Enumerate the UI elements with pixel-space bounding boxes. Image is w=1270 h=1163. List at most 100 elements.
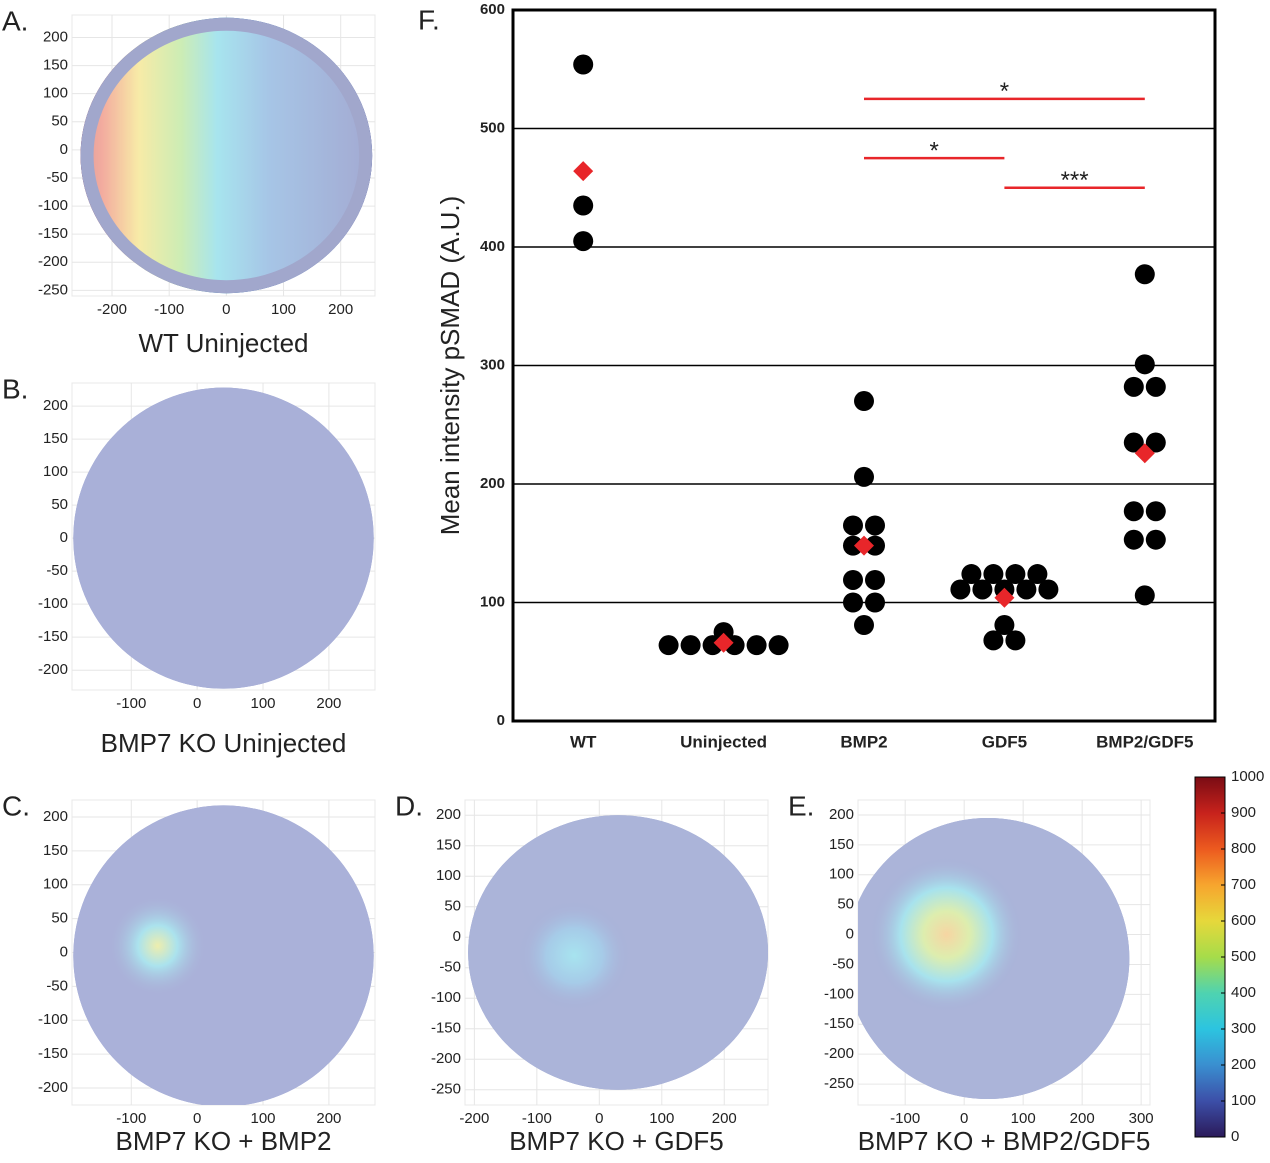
x-tick-label: -100: [890, 1110, 920, 1127]
x-tick-label: -100: [116, 695, 146, 712]
y-tick-label: -150: [824, 1015, 854, 1032]
data-point: [1145, 432, 1166, 453]
data-point: [1123, 529, 1144, 550]
data-point: [854, 391, 874, 412]
y-tick-label: 0: [846, 926, 854, 943]
data-point: [854, 615, 874, 636]
x-tick-label: 100: [1011, 1110, 1036, 1127]
data-point: [983, 564, 1004, 585]
data-point: [1016, 579, 1037, 600]
colorbar-tick-label: 100: [1231, 1092, 1256, 1109]
y-tick-label: -150: [38, 225, 68, 242]
x-tick-label: 200: [1070, 1110, 1095, 1127]
x-tick-label: Uninjected: [680, 732, 767, 751]
data-point: [983, 630, 1004, 651]
y-tick-label: 100: [43, 876, 68, 893]
x-tick-label: 0: [222, 301, 230, 318]
y-tick-label: 150: [829, 836, 854, 853]
y-tick-label: 0: [497, 712, 505, 729]
y-tick-label: -50: [439, 959, 461, 976]
x-tick-label: 0: [595, 1110, 603, 1127]
y-tick-label: 100: [480, 593, 505, 610]
panel-label: F.: [418, 4, 440, 35]
y-tick-label: 200: [43, 808, 68, 825]
speckle: [73, 387, 374, 689]
y-axis-title: Mean intensity pSMAD (A.U.): [435, 196, 465, 536]
data-point: [658, 635, 679, 656]
y-tick-label: 200: [436, 806, 461, 823]
y-tick-label: -200: [38, 1079, 68, 1096]
cell-scatter: [73, 387, 374, 689]
x-tick-label: 100: [251, 695, 276, 712]
colorbar-tick-label: 900: [1231, 804, 1256, 821]
speckle: [858, 817, 1130, 1100]
x-tick-label: -200: [459, 1110, 489, 1127]
significance-label: *: [1000, 78, 1009, 105]
y-tick-label: 200: [480, 475, 505, 492]
y-tick-label: 0: [60, 141, 68, 158]
y-tick-label: 50: [51, 113, 68, 130]
panel-label: E.: [788, 790, 814, 821]
y-tick-label: -150: [431, 1020, 461, 1037]
y-tick-label: -50: [46, 562, 68, 579]
x-tick-label: 0: [960, 1110, 968, 1127]
y-tick-label: 50: [837, 896, 854, 913]
significance-label: *: [930, 137, 939, 164]
data-point: [1134, 264, 1155, 285]
y-tick-label: -200: [38, 253, 68, 270]
y-tick-label: -100: [38, 197, 68, 214]
cell-scatter: [80, 17, 373, 294]
colorbar-tick-label: 0: [1231, 1128, 1239, 1145]
significance-label: ***: [1061, 167, 1089, 194]
speckle: [80, 17, 373, 294]
x-tick-label: BMP2: [840, 732, 887, 751]
y-tick-label: 50: [51, 496, 68, 513]
x-tick-label: 100: [271, 301, 296, 318]
panel-label: C.: [2, 790, 30, 821]
data-point: [768, 635, 789, 656]
panel-title: BMP7 KO + BMP2/GDF5: [858, 1126, 1151, 1156]
y-tick-label: 400: [480, 238, 505, 255]
y-tick-label: -100: [824, 985, 854, 1002]
y-tick-label: 150: [43, 842, 68, 859]
y-tick-label: 50: [51, 910, 68, 927]
x-tick-label: -200: [97, 301, 127, 318]
data-point: [1134, 354, 1155, 375]
x-tick-label: 100: [649, 1110, 674, 1127]
y-tick-label: -250: [431, 1081, 461, 1098]
panel-title: BMP7 KO Uninjected: [101, 728, 347, 758]
y-tick-label: -150: [38, 1045, 68, 1062]
cell-scatter: [468, 815, 768, 1090]
cell-scatter: [73, 805, 374, 1105]
data-point: [1123, 376, 1144, 397]
data-point: [1145, 501, 1166, 522]
data-point: [865, 592, 885, 613]
y-tick-label: -200: [431, 1050, 461, 1067]
x-tick-label: -100: [116, 1110, 146, 1127]
data-point: [950, 579, 971, 600]
colorbar-tick-label: 1000: [1231, 768, 1264, 785]
x-tick-label: 200: [328, 301, 353, 318]
y-tick-label: -50: [46, 169, 68, 186]
mean-marker: [994, 587, 1015, 608]
x-tick-label: 200: [712, 1110, 737, 1127]
data-point: [865, 535, 885, 556]
colorbar-tick-label: 600: [1231, 912, 1256, 929]
colorbar-tick-label: 500: [1231, 948, 1256, 965]
y-tick-label: -250: [824, 1075, 854, 1092]
y-tick-label: 150: [436, 837, 461, 854]
y-tick-label: -200: [824, 1045, 854, 1062]
mean-marker: [713, 632, 734, 653]
y-tick-label: 200: [829, 806, 854, 823]
y-tick-label: 600: [480, 1, 505, 18]
x-tick-label: WT: [570, 732, 597, 751]
y-tick-label: 200: [43, 28, 68, 45]
y-tick-label: -50: [832, 955, 854, 972]
data-point: [1027, 564, 1048, 585]
y-tick-label: 0: [60, 943, 68, 960]
panel-title: BMP7 KO + GDF5: [509, 1126, 724, 1156]
data-point: [573, 231, 594, 252]
mean-marker: [1134, 443, 1155, 464]
colorbar-tick-label: 400: [1231, 984, 1256, 1001]
